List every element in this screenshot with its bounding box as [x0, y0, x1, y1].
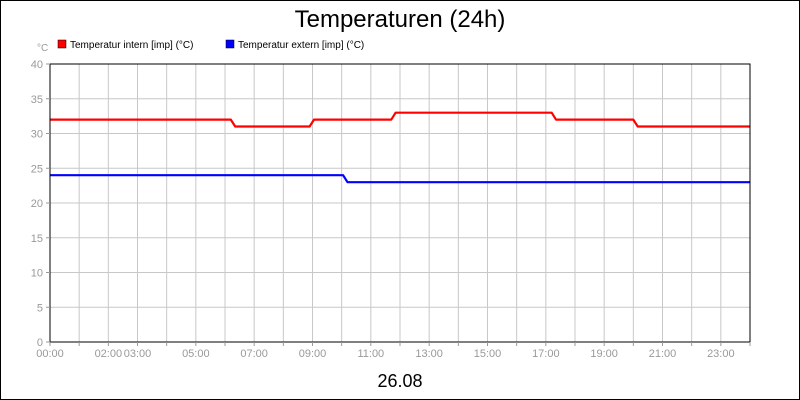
- y-tick-label: 30: [31, 129, 43, 141]
- legend-swatch: [57, 39, 67, 49]
- series-line-extern: [50, 174, 750, 184]
- x-tick-label: 09:00: [299, 348, 327, 360]
- y-tick-label: 0: [37, 337, 43, 349]
- x-tick-label: 19:00: [590, 348, 618, 360]
- y-tick-label: 20: [31, 198, 43, 210]
- x-tick-label: 03:00: [124, 348, 152, 360]
- x-axis-date-label: 26.08: [377, 371, 422, 391]
- y-axis-unit-label: °C: [37, 43, 48, 54]
- legend-label: Temperatur intern [imp] (°C): [70, 40, 193, 51]
- x-tick-label: 07:00: [240, 348, 268, 360]
- legend: Temperatur intern [imp] (°C) Temperatur e…: [57, 39, 364, 51]
- x-tick-label: 00:00: [36, 348, 64, 360]
- x-tick-label: 21:00: [649, 348, 677, 360]
- y-tick-label: 25: [31, 163, 43, 175]
- y-tick-label: 15: [31, 233, 43, 245]
- chart-title: Temperaturen (24h): [295, 6, 506, 33]
- x-tick-label: 17:00: [532, 348, 560, 360]
- y-axis-ticks: 0 5 10 15 20 25 30 35 40: [31, 59, 50, 349]
- y-tick-label: 5: [37, 302, 43, 314]
- y-tick-label: 10: [31, 268, 43, 280]
- x-tick-label: 23:00: [707, 348, 735, 360]
- x-tick-label: 05:00: [182, 348, 210, 360]
- series-line-intern: [50, 111, 750, 128]
- legend-label: Temperatur extern [imp] (°C): [238, 40, 364, 51]
- y-tick-label: 40: [31, 59, 43, 71]
- x-tick-label: 02:00: [95, 348, 123, 360]
- legend-swatch: [225, 39, 235, 49]
- x-tick-label: 15:00: [474, 348, 502, 360]
- x-tick-label: 11:00: [357, 348, 384, 360]
- x-tick-label: 13:00: [415, 348, 443, 360]
- x-axis-ticks: 00:00 02:00 03:00 05:00 07:00 09:00 11:00 13:00…: [36, 342, 751, 360]
- grid: [50, 64, 750, 342]
- y-tick-label: 35: [31, 94, 43, 106]
